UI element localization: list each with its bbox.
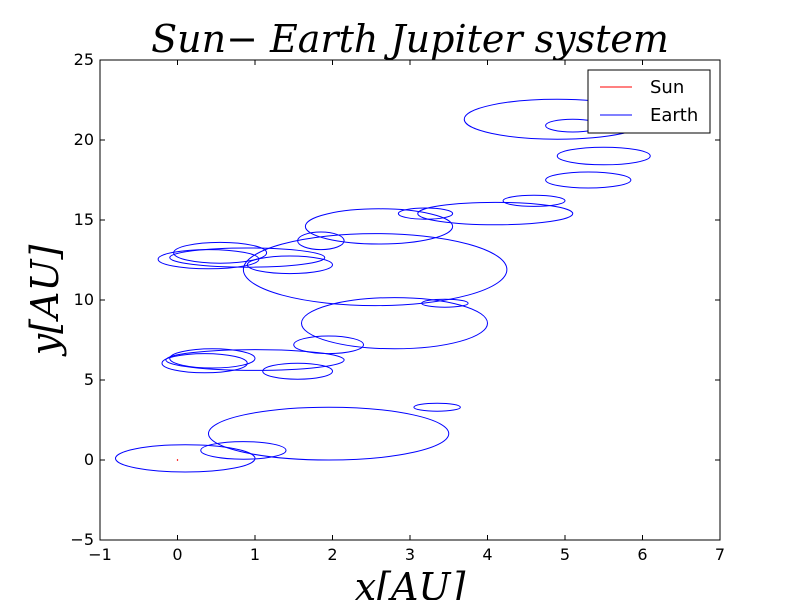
- x-tick-label: 1: [250, 545, 260, 564]
- earth-orbit-loop: [262, 362, 333, 380]
- earth-orbit-loop: [246, 255, 333, 275]
- earth-orbit-loop: [413, 402, 461, 412]
- y-tick-label: 20: [74, 130, 94, 149]
- x-tick-label: 7: [715, 545, 725, 564]
- y-tick-label: 0: [84, 450, 94, 469]
- x-tick-label: 0: [172, 545, 182, 564]
- y-tick-label: 10: [74, 290, 94, 309]
- earth-orbit-loop: [200, 441, 287, 460]
- x-tick-label: −1: [88, 545, 112, 564]
- y-tick-label: 25: [74, 50, 94, 69]
- earth-orbit-loop: [293, 335, 364, 355]
- legend: Sun Earth: [587, 69, 711, 134]
- x-tick-label: 2: [327, 545, 337, 564]
- earth-orbit-loop: [417, 201, 574, 226]
- earth-orbit-loop: [161, 353, 248, 374]
- earth-orbit-loop: [242, 233, 508, 307]
- y-tick-label: −5: [70, 530, 94, 549]
- y-tick-label: 15: [74, 210, 94, 229]
- earth-orbit-loop: [502, 194, 566, 207]
- earth-orbit-loop: [304, 208, 454, 245]
- earth-orbit-loop: [397, 207, 454, 220]
- legend-label-earth: Earth: [650, 105, 698, 126]
- earth-orbit-loop: [301, 297, 488, 350]
- earth-orbit-loop: [173, 241, 268, 264]
- y-tick-label: 5: [84, 370, 94, 389]
- x-tick-label: 6: [637, 545, 647, 564]
- series-layer: [115, 98, 651, 473]
- x-tick-label: 5: [560, 545, 570, 564]
- chart-title: Sun− Earth Jupiter system: [151, 17, 669, 61]
- legend-label-sun: Sun: [650, 77, 684, 98]
- earth-orbit-loop: [169, 348, 256, 369]
- earth-orbit-loop: [556, 146, 651, 166]
- earth-orbit-loop: [169, 247, 326, 268]
- legend-box: [587, 69, 711, 134]
- earth-orbit-loop: [545, 171, 632, 189]
- earth-orbit-loop: [208, 406, 450, 461]
- y-axis-label: y[AU]: [23, 245, 67, 358]
- x-tick-label: 4: [482, 545, 492, 564]
- x-axis: −1 0 1 2 3 4 5 6 7: [88, 60, 725, 564]
- x-tick-label: 3: [405, 545, 415, 564]
- x-axis-label: x[AU]: [355, 565, 466, 600]
- y-axis: −5 0 5 10 15 20 25: [70, 50, 720, 549]
- earth-orbit-loop: [165, 349, 345, 371]
